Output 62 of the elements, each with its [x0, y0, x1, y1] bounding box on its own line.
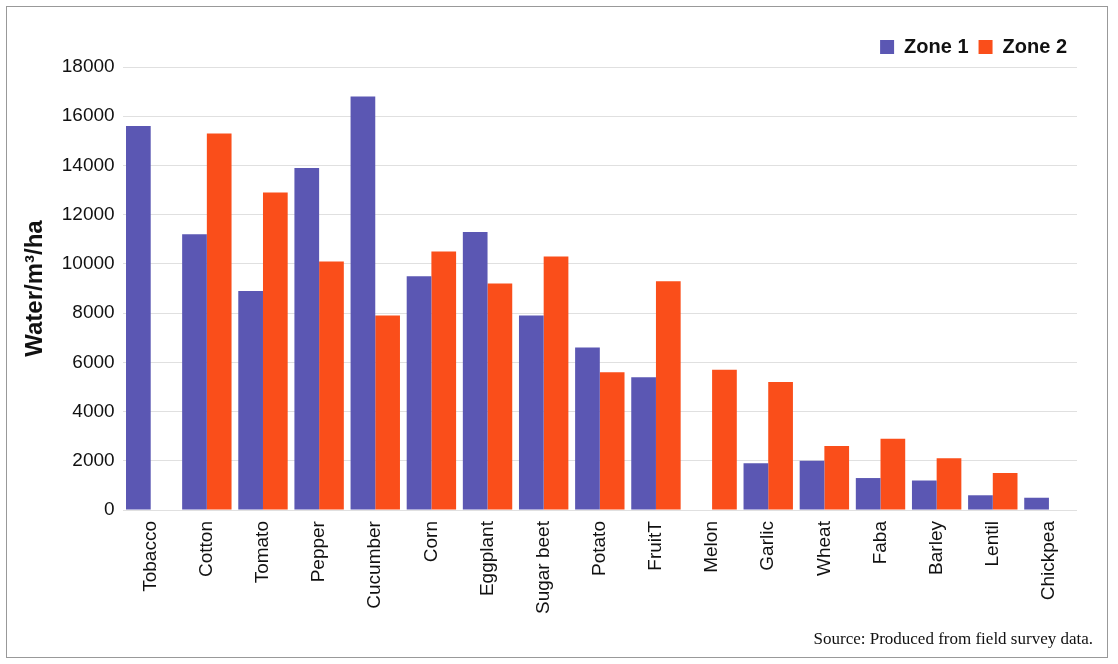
x-tick-label: Corn	[419, 521, 441, 563]
bar	[487, 283, 513, 510]
bar	[575, 347, 600, 510]
y-tick-label: 12000	[61, 202, 115, 224]
bar	[350, 96, 376, 510]
bar	[462, 231, 488, 510]
x-tick-label: Melon	[700, 521, 722, 573]
y-tick-label: 10000	[61, 252, 115, 274]
source-note: Source: Produced from field survey data.	[813, 629, 1093, 649]
y-tick-label: 0	[104, 498, 115, 520]
bar	[262, 192, 288, 510]
x-tick-label: Pepper	[307, 520, 329, 583]
bar	[599, 372, 625, 510]
y-tick-label: 8000	[72, 301, 115, 323]
x-tick-label: Sugar beet	[531, 520, 553, 615]
bar	[431, 251, 457, 510]
x-tick-label: Wheat	[812, 520, 834, 576]
y-tick-label: 4000	[72, 399, 115, 421]
bar	[743, 463, 769, 510]
bar	[768, 382, 793, 510]
x-tick-label: Garlic	[756, 521, 778, 571]
bar	[1024, 497, 1049, 510]
bar	[182, 234, 207, 510]
bar	[319, 261, 344, 510]
y-tick-label: 6000	[72, 350, 115, 372]
bar	[799, 460, 825, 510]
x-tick-label: Cucumber	[363, 520, 385, 609]
x-tick-label: Faba	[868, 520, 890, 565]
x-tick-label: Eggplant	[475, 520, 497, 597]
bar	[631, 377, 656, 510]
x-tick-label: Cotton	[195, 521, 217, 578]
bar	[855, 478, 881, 510]
y-tick-label: 14000	[61, 153, 115, 175]
bar	[936, 458, 962, 510]
bar	[655, 281, 681, 510]
y-axis-title: Water/m³/ha	[20, 219, 48, 357]
bar	[543, 256, 569, 510]
x-tick-label: Tobacco	[138, 521, 160, 592]
x-tick-label: FruitT	[644, 520, 666, 571]
bar	[880, 438, 906, 510]
bar	[406, 276, 432, 510]
y-tick-label: 18000	[61, 55, 115, 77]
x-tick-label: Chickpea	[1037, 520, 1059, 601]
bar	[824, 446, 850, 510]
bar	[206, 133, 232, 510]
bar	[294, 167, 320, 510]
legend-label: Zone 2	[1002, 34, 1067, 57]
bar	[238, 290, 263, 510]
bar	[992, 473, 1018, 510]
bar	[712, 369, 737, 510]
x-tick-label: Lentil	[981, 521, 1003, 567]
bar	[126, 126, 151, 510]
x-tick-label: Potato	[588, 521, 610, 576]
y-tick-label: 16000	[61, 104, 115, 126]
bar	[968, 495, 993, 510]
x-tick-label: Barley	[924, 520, 946, 575]
x-tick-label: Tomato	[251, 521, 273, 584]
bar	[518, 315, 544, 510]
bar	[911, 480, 937, 510]
bar	[375, 315, 400, 510]
y-tick-label: 2000	[72, 449, 115, 471]
legend-label: Zone 1	[904, 34, 969, 57]
